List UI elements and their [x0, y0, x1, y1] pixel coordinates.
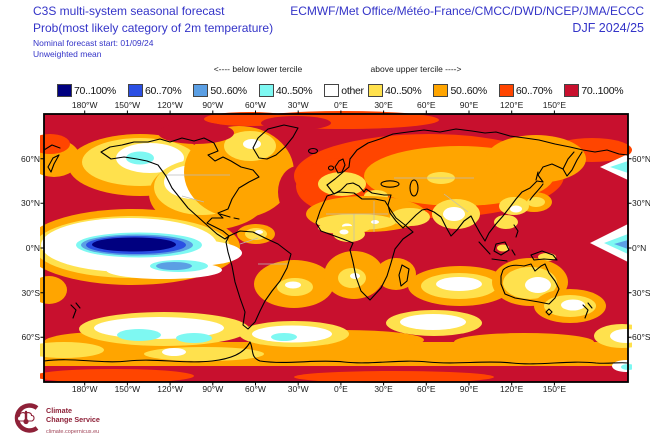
legend-item: 70..100%: [564, 84, 624, 97]
legend-item: other: [324, 84, 364, 97]
lon-axis-top: 180°W 150°W 120°W 90°W 60°W 30°W 0°E 30°E 60°E 90…: [0, 100, 650, 110]
lat-tick-label: 60°N: [632, 153, 650, 164]
axis-ticks: [40, 110, 632, 386]
map-canvas: [40, 111, 632, 383]
lon-tick-label: 30°E: [374, 100, 393, 110]
legend-label: 70..100%: [581, 84, 624, 97]
legend-below: 70..100% 60..70% 50..60% 40..50% other: [57, 84, 364, 97]
lat-tick-label: 30°S: [21, 287, 40, 298]
lon-tick-label: 120°W: [157, 100, 183, 110]
legend-item: 40..50%: [368, 84, 422, 97]
logo-line1: Climate: [46, 406, 72, 415]
legend-swatch: [258, 84, 274, 97]
logo-line2: Change Service: [46, 415, 100, 424]
legend-swatch: [498, 84, 514, 97]
nominal-start: Nominal forecast start: 01/09/24: [33, 38, 154, 48]
lon-tick-label: 0°E: [333, 100, 348, 110]
legend-label: 40..50%: [385, 84, 422, 97]
legend-swatch: [324, 84, 340, 97]
lon-tick-label: 90°W: [202, 100, 224, 110]
probability-field: [40, 111, 632, 383]
lon-tick-label: 150°E: [542, 100, 567, 110]
lon-tick-label: 30°W: [287, 100, 309, 110]
legend-item: 60..70%: [127, 84, 182, 97]
legend-swatch: [433, 84, 449, 97]
lon-tick-label: 150°W: [114, 100, 141, 110]
legend-item: 40..50%: [258, 84, 313, 97]
legend-label: other: [341, 84, 364, 97]
page-subtitle: Prob(most likely category of 2m temperat…: [33, 21, 274, 35]
legend-swatch: [193, 84, 209, 97]
lon-tick-label: 30°W: [287, 384, 309, 394]
lon-axis-bottom: 180°W 150°W 120°W 90°W 60°W 30°W 0°E 30°E 60°E 90…: [0, 384, 650, 394]
legend-swatch: [57, 84, 72, 97]
mean-type: Unweighted mean: [33, 49, 102, 59]
lat-tick-label: 60°S: [632, 332, 650, 343]
lon-tick-label: 90°E: [459, 384, 479, 394]
lat-tick-label: 30°N: [21, 198, 40, 209]
legend-label: 40..50%: [275, 84, 313, 97]
lat-axis-left: 60°N 30°N 0°N 30°S 60°S: [6, 0, 40, 439]
legend-label: 50..60%: [210, 84, 247, 97]
lat-tick-label: 0°N: [632, 243, 647, 253]
lon-tick-label: 180°W: [71, 100, 98, 110]
lon-tick-label: 60°E: [417, 100, 436, 110]
lon-tick-label: 30°E: [374, 384, 393, 394]
lon-tick-label: 90°W: [202, 384, 224, 394]
country-borders: [166, 174, 474, 265]
legend-swatch: [368, 84, 383, 97]
lon-tick-label: 120°E: [500, 384, 524, 394]
lat-tick-label: 60°S: [21, 332, 40, 343]
lon-tick-label: 60°W: [245, 384, 266, 394]
lat-tick-label: 30°S: [632, 287, 650, 298]
lon-tick-label: 90°E: [459, 100, 479, 110]
lat-axis-right: 60°N 30°N 0°N 30°S 60°S: [632, 0, 650, 439]
forecast-centers: ECMWF/Met Office/Météo-France/CMCC/DWD/N…: [290, 4, 644, 18]
forecast-period: DJF 2024/25: [572, 21, 644, 35]
legend-above: 40..50% 50..60% 60..70% 70..100%: [368, 84, 624, 97]
lat-tick-label: 0°N: [25, 243, 40, 253]
lon-tick-label: 60°W: [245, 100, 266, 110]
legend-label: 70..100%: [74, 84, 116, 97]
lat-tick-label: 60°N: [21, 153, 40, 164]
logo-url: climate.copernicus.eu: [46, 429, 99, 435]
lon-tick-label: 180°W: [71, 384, 98, 394]
page-title: C3S multi-system seasonal forecast: [33, 4, 225, 18]
lon-tick-label: 120°E: [500, 100, 524, 110]
legend-item: 60..70%: [498, 84, 553, 97]
legend-label: 60..70%: [144, 84, 182, 97]
copernicus-logo: Climate Change Service climate.copernicu…: [10, 400, 160, 443]
below-tercile-header: <---- below lower tercile: [213, 64, 303, 74]
legend-item: 70..100%: [57, 84, 116, 97]
lon-tick-label: 120°W: [157, 384, 183, 394]
legend-swatch: [127, 84, 143, 97]
climate-change-service-icon: Climate Change Service climate.copernicu…: [14, 403, 100, 435]
above-tercile-header: above upper tercile ---->: [370, 64, 462, 74]
lon-tick-label: 0°E: [333, 384, 348, 394]
legend-label: 50..60%: [450, 84, 487, 97]
legend-label: 60..70%: [515, 84, 553, 97]
legend-item: 50..60%: [433, 84, 487, 97]
legend-item: 50..60%: [193, 84, 247, 97]
thermometer-bulb: [23, 418, 29, 425]
lon-tick-label: 60°E: [417, 384, 436, 394]
lon-tick-label: 150°W: [114, 384, 141, 394]
lat-tick-label: 30°N: [632, 198, 650, 209]
lon-tick-label: 150°E: [542, 384, 567, 394]
world-forecast-map: [40, 110, 632, 386]
legend-swatch: [564, 84, 580, 97]
coastlines: [43, 124, 629, 365]
